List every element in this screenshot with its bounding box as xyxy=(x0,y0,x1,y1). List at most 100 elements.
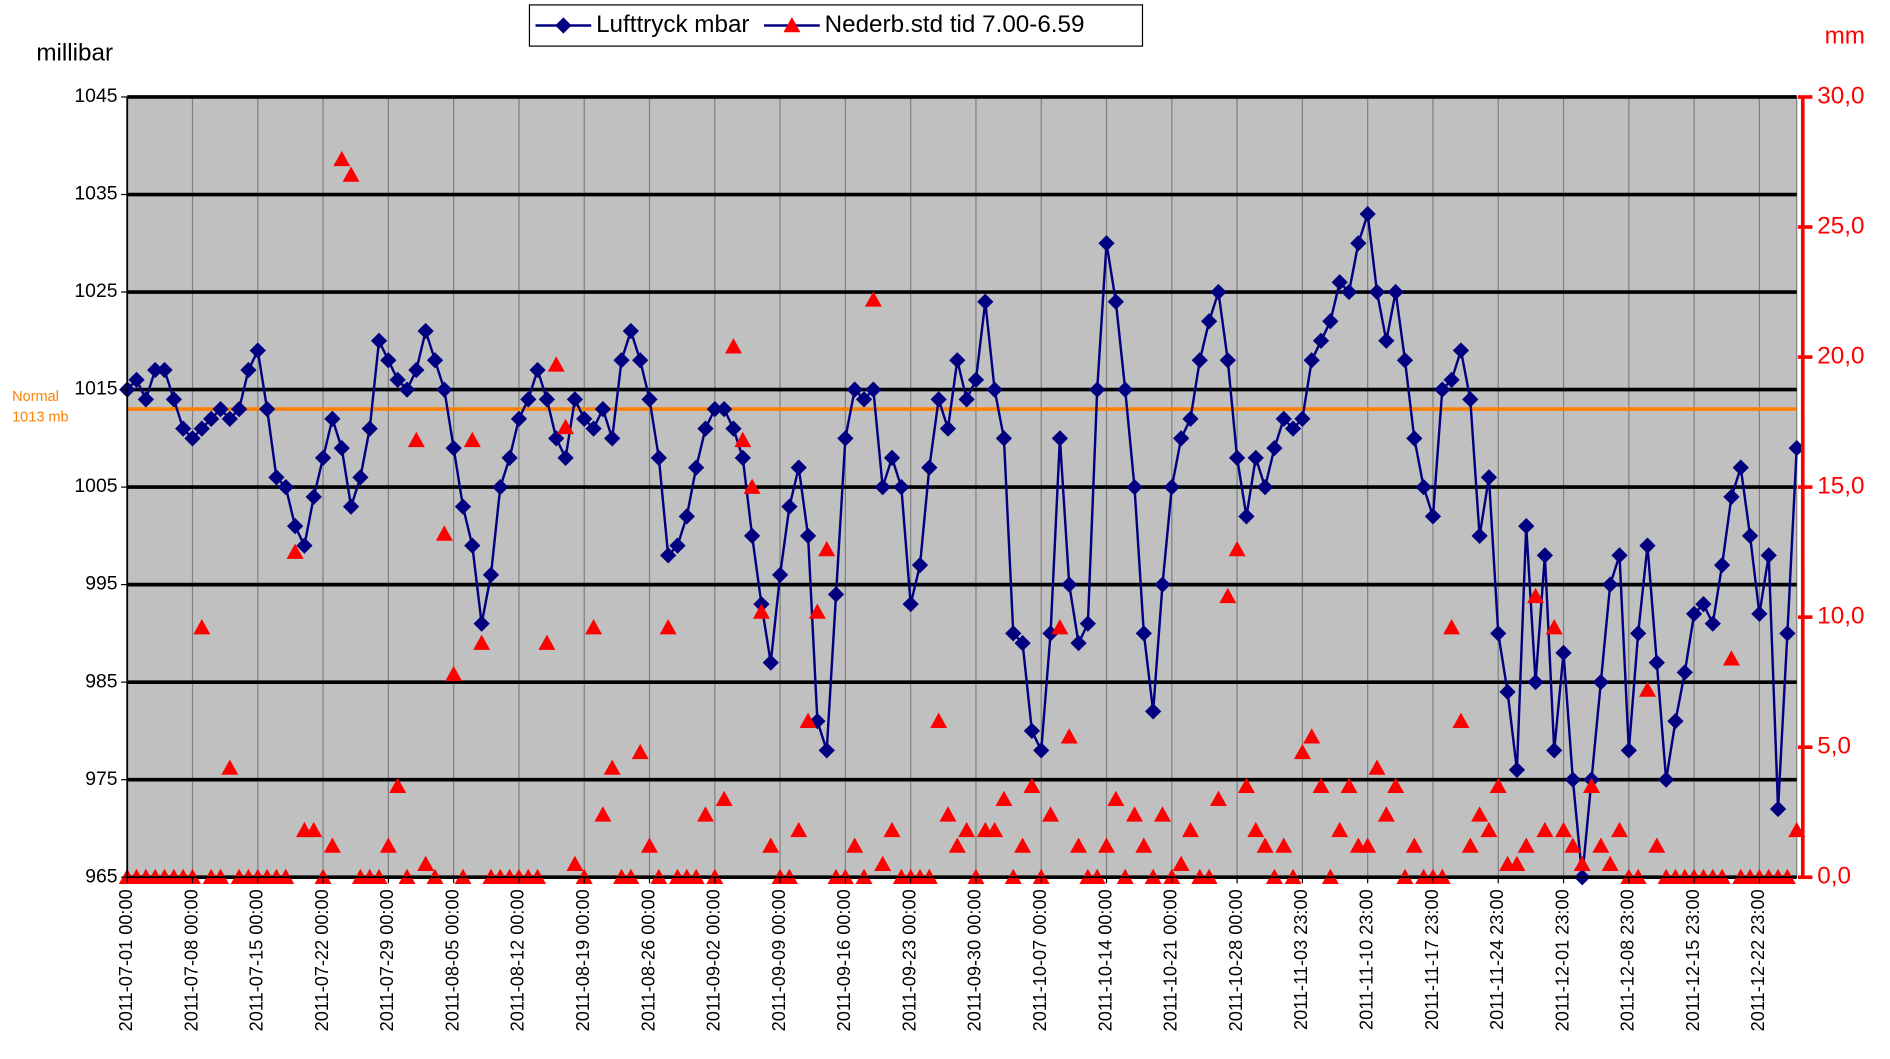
x-tick-label: 2011-10-14 00:00 xyxy=(1095,889,1115,1031)
data-point xyxy=(883,821,901,838)
data-point xyxy=(1480,469,1498,486)
data-point xyxy=(1350,235,1367,252)
data-point xyxy=(1359,205,1376,223)
data-point xyxy=(1536,821,1554,838)
data-point xyxy=(808,603,826,619)
data-point xyxy=(585,420,602,437)
data-point xyxy=(1722,650,1740,666)
data-point xyxy=(314,449,332,466)
data-point xyxy=(1461,837,1479,853)
x-tick-label: 2011-11-24 23:00 xyxy=(1487,889,1507,1030)
data-point xyxy=(1527,587,1545,604)
data-point xyxy=(203,410,220,427)
data-point xyxy=(1256,837,1274,853)
data-point xyxy=(1033,742,1050,759)
data-point xyxy=(1489,777,1507,793)
data-point xyxy=(389,777,407,793)
data-point xyxy=(958,391,975,408)
data-point xyxy=(1480,821,1498,838)
data-point xyxy=(1359,837,1377,853)
data-point xyxy=(1219,587,1237,604)
data-point xyxy=(893,478,910,496)
data-point xyxy=(725,420,742,437)
data-point xyxy=(1219,352,1236,369)
data-point xyxy=(1434,381,1451,398)
data-point xyxy=(631,743,649,760)
data-point xyxy=(939,806,957,822)
data-point xyxy=(1769,800,1787,818)
data-point xyxy=(585,619,603,635)
y2-tick-label: 5,0 xyxy=(1817,733,1851,760)
data-point xyxy=(1639,681,1656,697)
data-point xyxy=(771,566,789,583)
data-point xyxy=(883,449,901,466)
data-point xyxy=(1443,619,1461,635)
data-point xyxy=(1704,615,1721,632)
data-point xyxy=(361,420,378,437)
data-point xyxy=(948,837,966,853)
data-point xyxy=(1527,674,1544,691)
data-point xyxy=(389,371,406,388)
x-tick-label: 2011-07-15 00:00 xyxy=(247,889,267,1031)
data-point xyxy=(641,837,658,853)
data-point xyxy=(1312,777,1330,793)
legend-label: Nederb.std tid 7.00-6.59 xyxy=(825,11,1085,38)
data-point xyxy=(305,821,323,838)
data-point xyxy=(417,322,434,340)
data-point xyxy=(193,420,210,437)
data-point xyxy=(156,361,173,379)
x-tick-label: 2011-11-03 23:00 xyxy=(1291,889,1311,1030)
data-point xyxy=(1209,790,1227,806)
data-point xyxy=(379,837,397,853)
data-point xyxy=(1182,410,1199,427)
data-point xyxy=(193,619,211,635)
y2-tick-label: 30,0 xyxy=(1817,82,1864,109)
data-point xyxy=(1238,508,1255,525)
data-point xyxy=(715,790,733,806)
x-tick-label: 2011-08-26 00:00 xyxy=(638,889,658,1031)
data-point xyxy=(1284,420,1302,437)
data-point xyxy=(855,391,873,408)
data-point xyxy=(986,821,1004,838)
data-point xyxy=(846,381,863,398)
data-point xyxy=(175,420,192,437)
x-tick-label: 2011-07-08 00:00 xyxy=(181,889,201,1031)
data-point xyxy=(846,837,864,853)
data-point xyxy=(1340,777,1358,793)
data-point xyxy=(1247,449,1264,466)
x-tick-label: 2011-08-05 00:00 xyxy=(442,889,462,1031)
data-point xyxy=(454,498,472,515)
y-tick-label: 1045 xyxy=(74,85,117,107)
data-point xyxy=(529,361,546,379)
data-point xyxy=(1042,806,1060,822)
data-point xyxy=(417,855,435,871)
data-point xyxy=(1154,576,1171,593)
data-point xyxy=(1564,837,1582,853)
data-point xyxy=(184,430,201,447)
data-point xyxy=(622,322,639,340)
data-point xyxy=(650,449,667,466)
data-point xyxy=(762,654,779,671)
data-point xyxy=(557,449,574,466)
data-point xyxy=(548,430,565,447)
data-point xyxy=(128,371,145,388)
y-tick-label: 985 xyxy=(85,670,117,692)
x-tick-label: 2011-09-09 00:00 xyxy=(769,889,789,1031)
data-point xyxy=(1210,283,1227,301)
data-point xyxy=(1676,664,1693,681)
data-point xyxy=(1070,837,1088,853)
data-point xyxy=(1518,517,1535,535)
data-point xyxy=(342,166,360,182)
data-point xyxy=(1377,806,1395,822)
x-tick-label: 2011-09-23 00:00 xyxy=(899,889,919,1031)
data-point xyxy=(1713,556,1731,574)
reference-label: Normal xyxy=(12,389,59,405)
data-point xyxy=(930,712,948,728)
data-point xyxy=(1126,478,1143,496)
data-point xyxy=(1536,547,1554,564)
data-point xyxy=(818,742,835,759)
data-point xyxy=(1117,381,1134,398)
data-point xyxy=(1471,806,1489,822)
data-point xyxy=(1247,821,1265,838)
